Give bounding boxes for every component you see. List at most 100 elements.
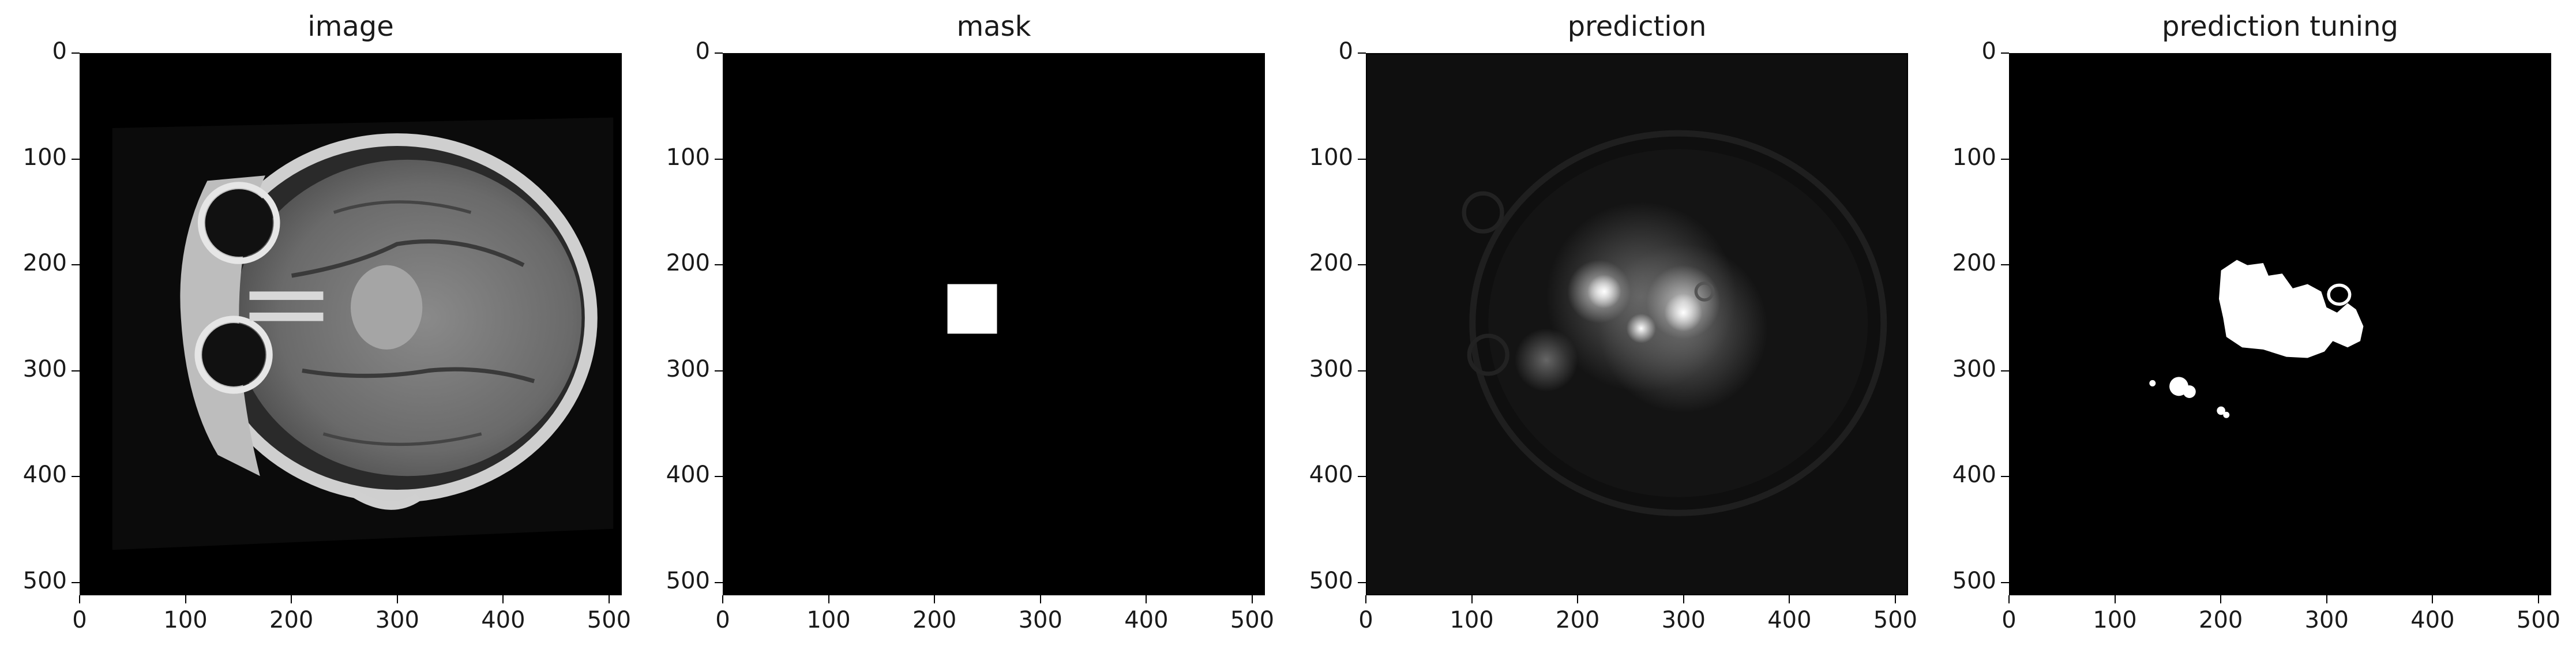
y-tick-mark bbox=[715, 581, 723, 583]
panel-title: mask bbox=[956, 10, 1031, 43]
y-tick-mark bbox=[2001, 581, 2009, 583]
y-tick-mark bbox=[2001, 264, 2009, 266]
x-tick-mark bbox=[2220, 595, 2222, 603]
x-tick-mark bbox=[79, 595, 80, 603]
y-tick-mark bbox=[72, 476, 80, 478]
x-tick-mark bbox=[1471, 595, 1473, 603]
y-tick-label: 0 bbox=[695, 38, 710, 65]
y-tick-mark bbox=[72, 370, 80, 371]
y-tick-mark bbox=[1358, 581, 1366, 583]
prediction-tuning-axes bbox=[2009, 53, 2551, 595]
x-tick-mark bbox=[1365, 595, 1366, 603]
prediction-axes bbox=[1366, 53, 1908, 595]
panel-prediction-tuning: prediction tuning 0 100 200 300 400 500 0 100 20… bbox=[1929, 0, 2564, 653]
x-tick-mark bbox=[828, 595, 829, 603]
panel-prediction: prediction bbox=[1286, 0, 1921, 653]
y-tick-mark bbox=[1358, 370, 1366, 371]
x-tick-mark bbox=[1251, 595, 1253, 603]
y-tick-label: 300 bbox=[1952, 355, 1996, 382]
y-tick-label: 200 bbox=[666, 250, 710, 277]
y-tick-mark bbox=[2001, 476, 2009, 478]
y-tick-mark bbox=[715, 264, 723, 266]
y-tick-label: 200 bbox=[1952, 250, 1996, 277]
x-tick-mark bbox=[2326, 595, 2327, 603]
y-tick-mark bbox=[1358, 264, 1366, 266]
y-tick-label: 300 bbox=[1309, 355, 1353, 382]
y-tick-label: 100 bbox=[22, 144, 67, 171]
y-tick-label: 0 bbox=[52, 38, 67, 65]
x-tick-mark bbox=[2008, 595, 2010, 603]
x-tick-mark bbox=[396, 595, 398, 603]
y-tick-mark bbox=[72, 158, 80, 160]
prediction-heatmap bbox=[1367, 54, 1907, 594]
y-tick-label: 100 bbox=[666, 144, 710, 171]
x-tick-mark bbox=[1789, 595, 1790, 603]
y-tick-label: 100 bbox=[1952, 144, 1996, 171]
y-tick-mark bbox=[72, 581, 80, 583]
x-tick-mark bbox=[1146, 595, 1147, 603]
y-tick-label: 500 bbox=[22, 567, 67, 594]
x-tick-label: 300 bbox=[1018, 607, 1062, 633]
mask-image bbox=[724, 54, 1264, 594]
x-tick-label: 400 bbox=[1124, 607, 1169, 633]
x-tick-label: 200 bbox=[1556, 607, 1600, 633]
x-tick-mark bbox=[1894, 595, 1896, 603]
x-tick-label: 500 bbox=[587, 607, 632, 633]
x-tick-mark bbox=[2432, 595, 2434, 603]
y-tick-label: 0 bbox=[1338, 38, 1353, 65]
y-tick-label: 500 bbox=[666, 567, 710, 594]
x-tick-mark bbox=[1039, 595, 1041, 603]
x-tick-label: 0 bbox=[1358, 607, 1373, 633]
x-tick-label: 100 bbox=[163, 607, 208, 633]
y-tick-label: 200 bbox=[1309, 250, 1353, 277]
x-tick-label: 100 bbox=[806, 607, 851, 633]
y-tick-mark bbox=[715, 158, 723, 160]
y-tick-mark bbox=[2001, 370, 2009, 371]
y-tick-label: 500 bbox=[1309, 567, 1353, 594]
panel-image: image bbox=[0, 0, 634, 653]
x-tick-mark bbox=[291, 595, 292, 603]
y-tick-mark bbox=[715, 52, 723, 54]
y-tick-mark bbox=[72, 52, 80, 54]
panel-title: prediction bbox=[1567, 10, 1707, 43]
y-tick-mark bbox=[1358, 476, 1366, 478]
y-tick-mark bbox=[1358, 158, 1366, 160]
y-tick-label: 400 bbox=[1309, 461, 1353, 489]
x-tick-label: 0 bbox=[2002, 607, 2017, 633]
x-tick-mark bbox=[2114, 595, 2116, 603]
panel-title: image bbox=[307, 10, 394, 43]
x-tick-label: 0 bbox=[72, 607, 87, 633]
image-axes bbox=[80, 53, 622, 595]
x-tick-label: 200 bbox=[2199, 607, 2243, 633]
y-tick-mark bbox=[715, 476, 723, 478]
x-tick-mark bbox=[1577, 595, 1579, 603]
x-tick-label: 300 bbox=[375, 607, 419, 633]
x-tick-label: 200 bbox=[913, 607, 957, 633]
y-tick-label: 300 bbox=[666, 355, 710, 382]
x-tick-mark bbox=[608, 595, 610, 603]
x-tick-mark bbox=[502, 595, 504, 603]
x-tick-label: 300 bbox=[1661, 607, 1706, 633]
x-tick-label: 100 bbox=[2093, 607, 2137, 633]
x-tick-label: 400 bbox=[481, 607, 525, 633]
y-tick-mark bbox=[2001, 158, 2009, 160]
segmented-region-main bbox=[2218, 260, 2364, 358]
y-tick-label: 400 bbox=[666, 461, 710, 489]
x-tick-mark bbox=[1683, 595, 1684, 603]
x-tick-label: 500 bbox=[2516, 607, 2561, 633]
mri-brain-image bbox=[81, 54, 621, 594]
x-tick-mark bbox=[934, 595, 936, 603]
x-tick-mark bbox=[2537, 595, 2539, 603]
panel-mask: mask 0 100 200 300 400 500 0 100 200 300 400 500 bbox=[643, 0, 1278, 653]
y-tick-mark bbox=[1358, 52, 1366, 54]
y-tick-label: 400 bbox=[1952, 461, 1996, 489]
y-tick-mark bbox=[2001, 52, 2009, 54]
x-tick-label: 400 bbox=[2410, 607, 2455, 633]
panel-title: prediction tuning bbox=[2162, 10, 2398, 43]
y-tick-label: 100 bbox=[1309, 144, 1353, 171]
x-tick-label: 400 bbox=[1767, 607, 1812, 633]
y-tick-label: 0 bbox=[1981, 38, 1996, 65]
y-tick-label: 400 bbox=[22, 461, 67, 489]
x-tick-mark bbox=[722, 595, 723, 603]
